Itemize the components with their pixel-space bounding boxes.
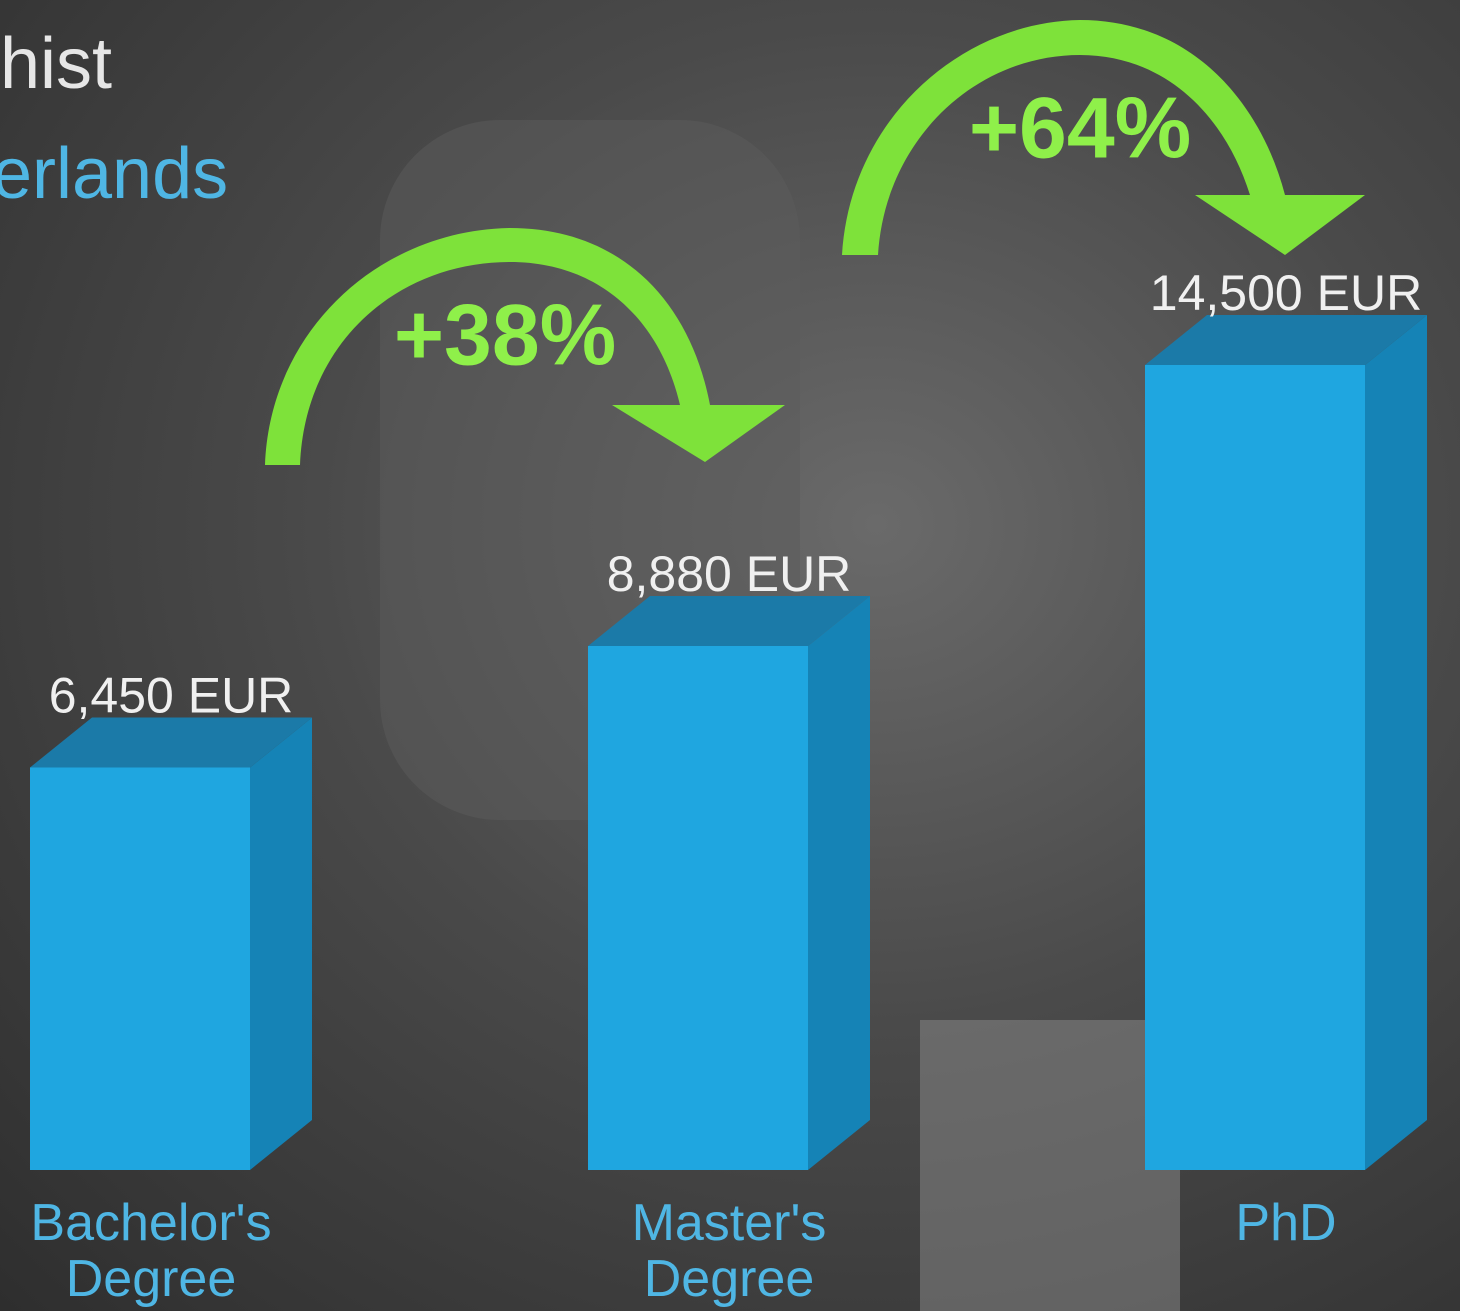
arrow xyxy=(265,20,1365,465)
bar xyxy=(30,767,250,1170)
category-label: PhD xyxy=(1235,1194,1337,1252)
bar-top xyxy=(30,717,312,768)
annotation: +38% xyxy=(394,288,616,384)
bar-top xyxy=(1145,315,1427,365)
value-label: 6,450 EUR xyxy=(49,668,294,724)
value-label: 14,500 EUR xyxy=(1150,265,1422,321)
category-label: Master's Degree xyxy=(631,1194,827,1308)
bar-top xyxy=(588,596,870,646)
bar-side xyxy=(808,596,870,1170)
background-rack xyxy=(920,1020,1180,1311)
value-label: 8,880 EUR xyxy=(607,546,852,602)
category-label: Bachelor's Degree xyxy=(30,1194,272,1308)
annotation: +64% xyxy=(969,81,1191,177)
bar-side xyxy=(1365,315,1427,1170)
bar xyxy=(1145,365,1365,1170)
subtitle: erlands xyxy=(0,134,228,214)
bar-side xyxy=(250,717,312,1170)
bar xyxy=(588,646,808,1170)
title: hist xyxy=(0,24,112,104)
